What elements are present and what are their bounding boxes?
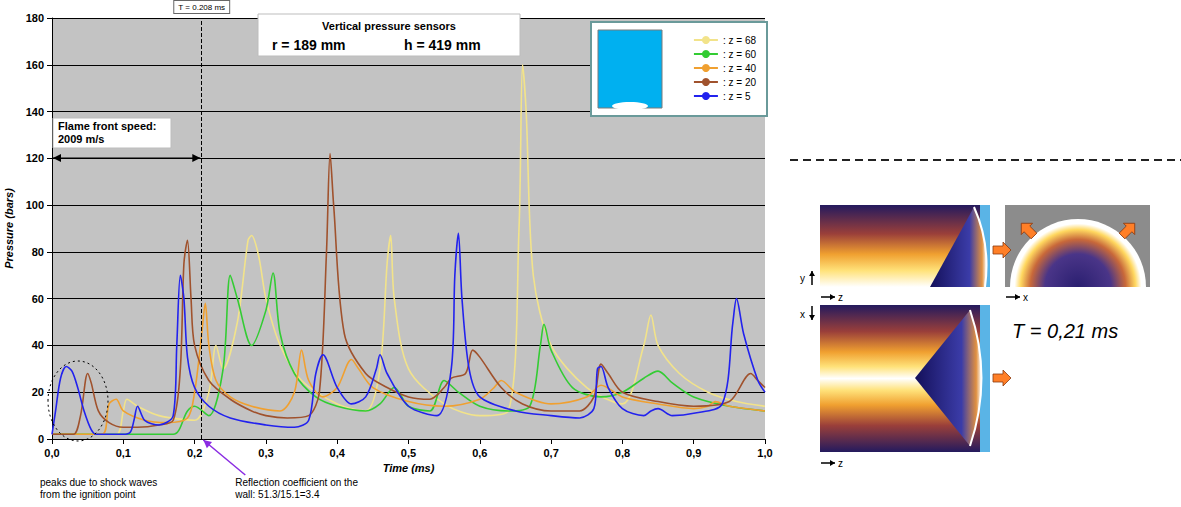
svg-text:0,4: 0,4 — [330, 447, 346, 459]
svg-text:from the ignition point: from the ignition point — [40, 489, 136, 500]
svg-text:x: x — [800, 309, 805, 320]
svg-text:y: y — [800, 273, 805, 284]
svg-text:160: 160 — [26, 59, 44, 71]
svg-text:r = 189 mm: r = 189 mm — [272, 37, 346, 53]
svg-text:: z = 68: : z = 68 — [723, 35, 757, 46]
svg-text:100: 100 — [26, 199, 44, 211]
svg-text:Pressure (bars): Pressure (bars) — [3, 188, 15, 269]
svg-text:0,6: 0,6 — [472, 447, 487, 459]
svg-text:80: 80 — [32, 246, 44, 258]
svg-text:0,5: 0,5 — [401, 447, 416, 459]
svg-text:Reflection coefficient on the: Reflection coefficient on the — [235, 477, 358, 488]
svg-text:140: 140 — [26, 106, 44, 118]
svg-text:0: 0 — [38, 433, 44, 445]
svg-text:0,1: 0,1 — [116, 447, 131, 459]
svg-text:Flame front speed:: Flame front speed: — [58, 120, 156, 132]
svg-text:h = 419 mm: h = 419 mm — [404, 37, 481, 53]
svg-text:1,0: 1,0 — [757, 447, 772, 459]
svg-text:: z = 40: : z = 40 — [723, 63, 757, 74]
svg-text:40: 40 — [32, 339, 44, 351]
svg-text:0,7: 0,7 — [543, 447, 558, 459]
svg-text:60: 60 — [32, 293, 44, 305]
svg-text:2009 m/s: 2009 m/s — [58, 133, 104, 145]
svg-text:Time (ms): Time (ms) — [383, 462, 435, 474]
svg-text:x: x — [1023, 292, 1028, 303]
svg-text:0,3: 0,3 — [258, 447, 273, 459]
svg-text:peaks due to shock waves: peaks due to shock waves — [40, 477, 157, 488]
svg-text:T = 0.208 ms: T = 0.208 ms — [178, 3, 225, 12]
svg-text:: z = 5: : z = 5 — [723, 91, 751, 102]
svg-text:: z = 20: : z = 20 — [723, 77, 757, 88]
svg-text:0,9: 0,9 — [686, 447, 701, 459]
svg-text:z: z — [838, 292, 843, 303]
svg-text:Vertical pressure sensors: Vertical pressure sensors — [322, 20, 456, 32]
svg-text:180: 180 — [26, 12, 44, 24]
svg-text:T = 0,21 ms: T = 0,21 ms — [1012, 320, 1118, 342]
svg-text:120: 120 — [26, 152, 44, 164]
svg-text:0,2: 0,2 — [187, 447, 202, 459]
svg-text:: z = 60: : z = 60 — [723, 49, 757, 60]
svg-text:wall: 51.3/15.1=3.4: wall: 51.3/15.1=3.4 — [234, 489, 320, 500]
svg-text:20: 20 — [32, 386, 44, 398]
svg-text:0,0: 0,0 — [44, 447, 59, 459]
svg-text:0,8: 0,8 — [615, 447, 630, 459]
svg-text:z: z — [838, 458, 843, 469]
